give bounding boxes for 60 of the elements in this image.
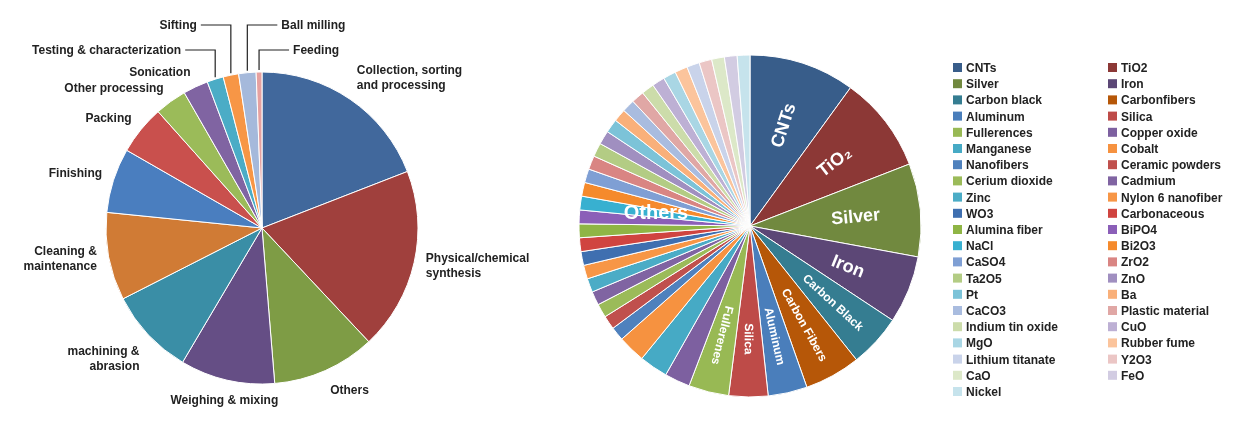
legend-label: ZrO2 — [1121, 255, 1150, 270]
legend-label: Zinc — [966, 190, 991, 205]
legend-label: TiO2 — [1121, 61, 1148, 75]
legend-label: Silica — [1121, 109, 1153, 124]
legend-label: Cerium dioxide — [966, 174, 1054, 189]
text: Silver — [830, 204, 881, 229]
legend-label: Bi2O3 — [1121, 239, 1157, 254]
legend-label: NaCl — [966, 239, 994, 254]
slice-label: Sonication — [129, 64, 191, 79]
slice-label: Collection, sorting and processing — [356, 63, 463, 93]
legend-label: Carbonfibers — [1121, 93, 1196, 108]
legend-label: Alumina fiber — [966, 223, 1044, 237]
legend-label: BiPO4 — [1121, 223, 1158, 237]
legend-label: Plastic material — [1121, 304, 1210, 318]
text: TiO₂ — [813, 142, 856, 181]
slice-label: machining & abrasion — [67, 344, 140, 373]
legend-label: CaO — [966, 368, 991, 383]
slice-label: Others — [330, 382, 370, 397]
slice-label: Sifting — [159, 18, 197, 32]
legend-label: Indium tin oxide — [966, 320, 1059, 335]
text: Aluminum — [761, 305, 789, 367]
legend-label: WO3 — [966, 206, 994, 221]
legend-label: Carbon black — [966, 93, 1043, 108]
legend-label: Pt — [966, 287, 978, 302]
legend-label: Cadmium — [1121, 174, 1176, 189]
slice-label: Physical/chemical synthesis — [425, 250, 530, 280]
legend-label: Rubber fume — [1121, 336, 1196, 351]
legend-label: FeO — [1121, 368, 1145, 383]
legend-label: Y2O3 — [1121, 352, 1153, 367]
legend-label: Ceramic powders — [1121, 158, 1222, 173]
slice-label: Other processing — [64, 80, 164, 95]
slice-label: Weighing & mixing — [170, 392, 279, 407]
legend-label: Carbonaceous — [1121, 206, 1205, 221]
legend-label: CNTs — [966, 61, 997, 75]
slice-label: Cleaning & maintenance — [23, 244, 98, 274]
legend-label: CuO — [1121, 320, 1147, 335]
legend-label: Ba — [1121, 287, 1137, 302]
slice-label: Feeding — [293, 43, 340, 57]
legend-label: Lithium titanate — [966, 352, 1056, 367]
legend-label: ZnO — [1121, 271, 1145, 286]
slice-label: Testing & characterization — [32, 43, 182, 57]
legend-label: CaSO4 — [966, 255, 1006, 270]
legend-label: Aluminum — [966, 109, 1025, 124]
legend-label: MgO — [966, 336, 993, 351]
legend-label: Fullerences — [966, 125, 1034, 140]
legend-label: Ta2O5 — [966, 271, 1003, 286]
legend-label: Manganese — [966, 142, 1032, 156]
text: Silica — [741, 323, 756, 355]
legend-label: Nylon 6 nanofiber — [1121, 190, 1223, 205]
legend-label: Nickel — [966, 385, 1002, 399]
legend-label: Iron — [1121, 77, 1144, 92]
slice-label: Ball milling — [281, 18, 346, 32]
legend-label: Silver — [966, 77, 1000, 92]
slice-label: Packing — [85, 111, 132, 126]
legend-label: CaCO3 — [966, 304, 1007, 318]
legend-label: Cobalt — [1121, 142, 1159, 156]
text: CNTs — [766, 100, 800, 151]
legend-label: Copper oxide — [1121, 125, 1198, 140]
legend-label: Nanofibers — [966, 158, 1029, 173]
slice-label: Finishing — [48, 165, 103, 180]
